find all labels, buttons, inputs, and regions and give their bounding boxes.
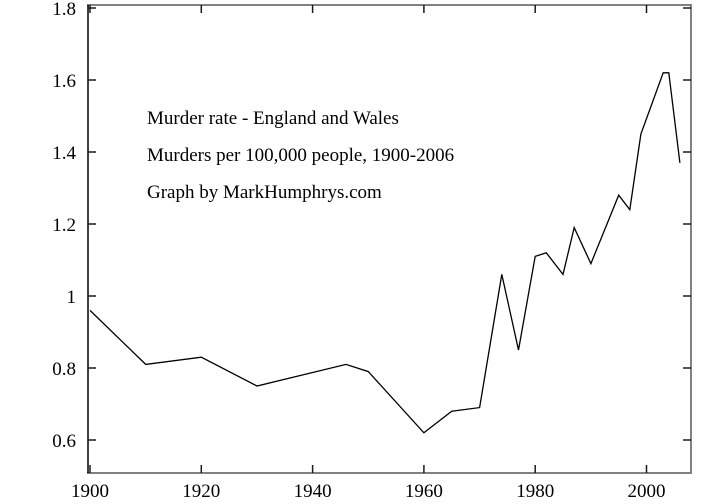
y-tick-label: 1.2 (52, 215, 76, 236)
y-tick-label: 0.8 (52, 359, 76, 380)
x-tick-label: 1960 (405, 481, 443, 502)
plot-border (87, 4, 692, 474)
axis-ticks (88, 5, 691, 473)
x-tick-label: 1900 (71, 481, 109, 502)
y-tick-label: 1.4 (52, 143, 76, 164)
chart-subtitle: Murders per 100,000 people, 1900-2006 (147, 145, 454, 166)
x-tick-label: 1940 (294, 481, 332, 502)
chart-credit: Graph by MarkHumphrys.com (147, 182, 382, 203)
x-tick-label: 1920 (182, 481, 220, 502)
chart-title: Murder rate - England and Wales (147, 108, 399, 129)
y-tick-label: 1.6 (52, 71, 76, 92)
x-tick-label: 2000 (628, 481, 666, 502)
y-axis-tick-labels: 0.6 0.8 1 1.2 1.4 1.6 1.8 (52, 0, 76, 452)
murder-rate-series-line (89, 72, 681, 434)
x-tick-label: 1980 (516, 481, 554, 502)
x-axis-tick-labels: 1900 1920 1940 1960 1980 2000 (71, 481, 666, 502)
y-tick-label: 0.6 (52, 431, 76, 452)
y-tick-label: 1.8 (52, 0, 76, 20)
y-tick-label: 1 (67, 287, 77, 308)
